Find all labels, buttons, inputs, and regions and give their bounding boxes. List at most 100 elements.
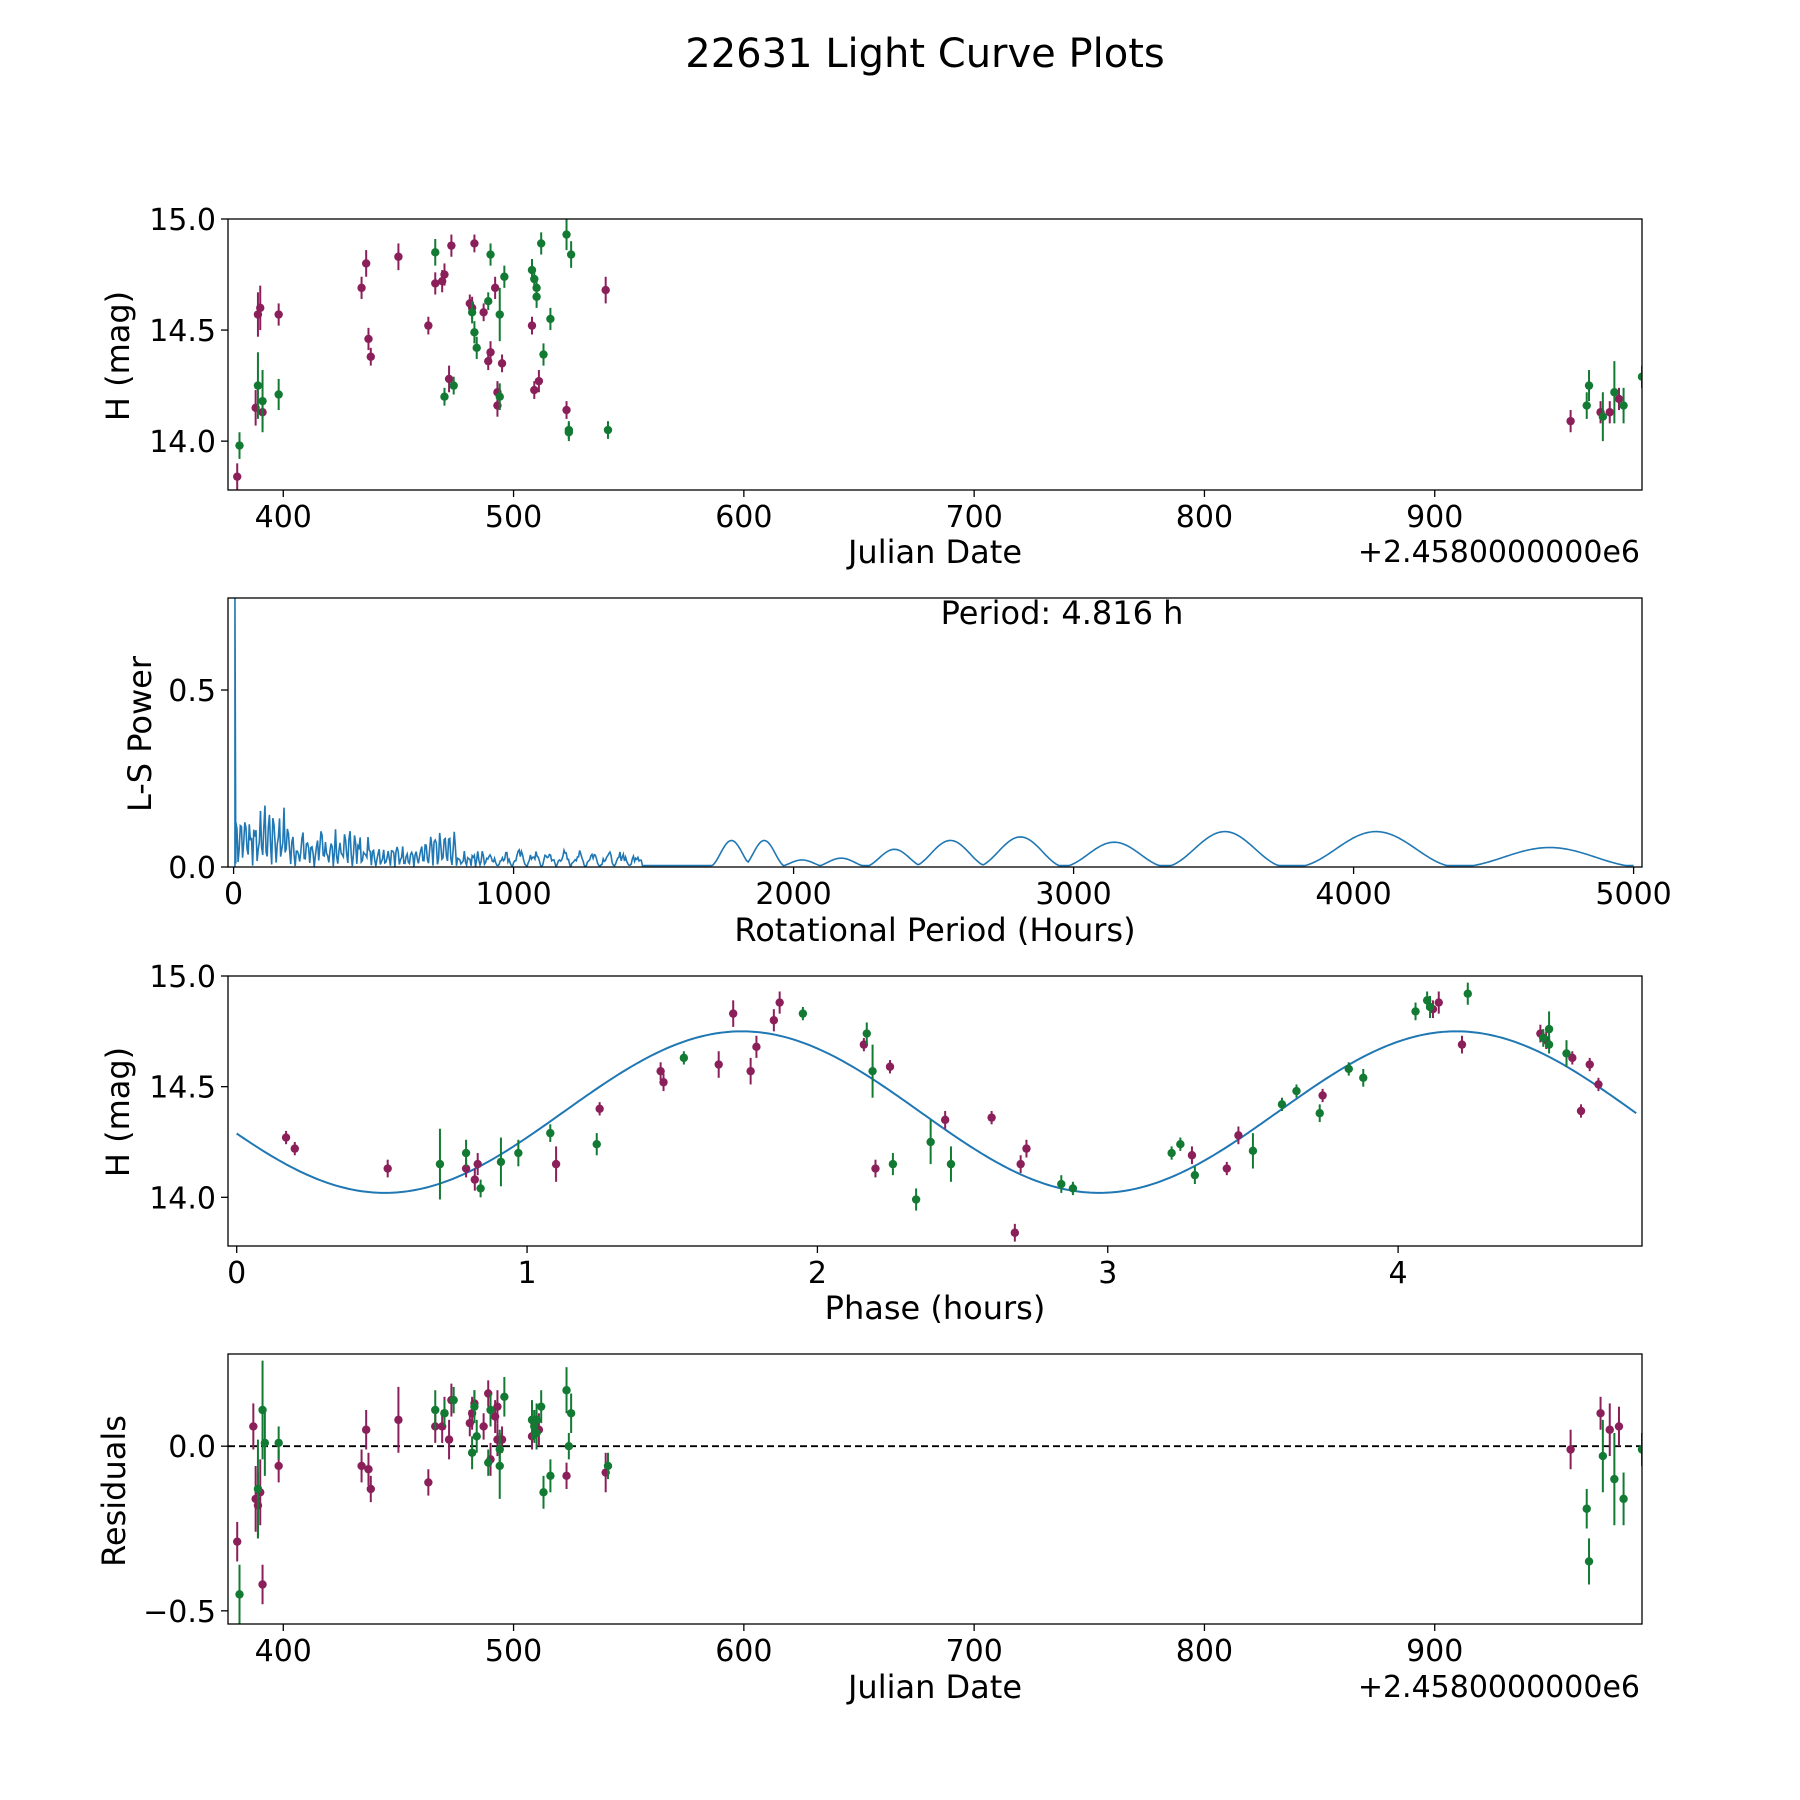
green-data-point xyxy=(1598,412,1608,421)
green-data-point xyxy=(1411,1007,1420,1016)
periodogram-y-label: L-S Power xyxy=(121,655,159,812)
green-data-point xyxy=(536,239,546,248)
green-data-point xyxy=(1359,1073,1368,1083)
magenta-data-point xyxy=(729,1009,738,1018)
green-data-point xyxy=(258,396,267,406)
green-data-point xyxy=(472,1432,481,1441)
residuals-y-label: Residuals xyxy=(95,1415,133,1567)
green-data-point xyxy=(603,425,613,435)
magenta-data-point xyxy=(479,1422,488,1431)
green-data-point xyxy=(926,1137,935,1147)
magenta-data-point xyxy=(530,385,539,395)
magenta-data-point xyxy=(366,352,375,361)
magenta-data-point xyxy=(595,1104,604,1113)
periodogram-y-tick-label: 0.0 xyxy=(168,851,216,886)
periodogram-y-tick-label: 0.5 xyxy=(168,674,216,709)
green-data-point xyxy=(1248,1146,1258,1156)
green-data-point xyxy=(1610,388,1619,397)
magenta-data-point xyxy=(256,303,265,313)
magenta-data-point xyxy=(1434,998,1443,1007)
magenta-data-point xyxy=(1614,1422,1624,1431)
residuals-x-label: Julian Date xyxy=(846,1668,1022,1706)
periodogram-x-tick-label: 4000 xyxy=(1315,877,1391,912)
periodogram-x-tick-label: 3000 xyxy=(1035,877,1111,912)
green-data-point xyxy=(798,1009,808,1018)
magenta-data-point xyxy=(493,1402,502,1411)
magenta-data-point xyxy=(1614,394,1624,404)
periodogram-x-tick-label: 1000 xyxy=(475,877,551,912)
green-data-point xyxy=(495,1461,504,1471)
residuals-plot-area xyxy=(228,1360,1642,1624)
green-data-point xyxy=(946,1159,956,1169)
periodogram-plot-area xyxy=(234,598,1634,867)
green-data-point xyxy=(495,310,504,319)
green-data-point xyxy=(449,381,458,390)
residuals-panel: Julian Date Residuals +2.4580000000e6 40… xyxy=(95,1353,1643,1706)
green-data-point xyxy=(495,392,504,401)
magenta-data-point xyxy=(885,1062,895,1071)
green-data-point xyxy=(546,1471,555,1481)
magenta-data-point xyxy=(394,252,403,261)
residuals-x-tick-label: 400 xyxy=(255,1634,312,1669)
phased-y-label: H (mag) xyxy=(99,1047,137,1177)
green-data-point xyxy=(467,308,477,317)
magenta-data-point xyxy=(1568,1053,1577,1063)
magenta-data-point xyxy=(361,1425,371,1434)
magenta-data-point xyxy=(940,1115,950,1125)
periodogram-x-tick-label: 2000 xyxy=(755,877,831,912)
magenta-data-point xyxy=(470,239,479,248)
magenta-data-point xyxy=(871,1164,880,1173)
periodogram-x-label: Rotational Period (Hours) xyxy=(734,911,1135,949)
magenta-data-point xyxy=(601,285,610,295)
residuals-y-tick-label: 0.0 xyxy=(168,1430,216,1465)
green-data-point xyxy=(496,1157,506,1167)
green-data-point xyxy=(564,428,574,437)
green-data-point xyxy=(1190,1170,1200,1180)
green-data-point xyxy=(1425,1002,1435,1012)
green-data-point xyxy=(1057,1179,1066,1189)
green-data-point xyxy=(592,1139,601,1149)
green-data-point xyxy=(1619,401,1628,410)
residuals-x-tick-label: 700 xyxy=(946,1634,1003,1669)
green-data-point xyxy=(435,1159,445,1169)
phased-y-tick-label: 14.5 xyxy=(149,1071,216,1106)
magenta-data-point xyxy=(281,1133,291,1142)
magenta-data-point xyxy=(659,1078,668,1087)
green-data-point xyxy=(1463,989,1472,998)
magenta-data-point xyxy=(366,1484,375,1494)
magenta-data-point xyxy=(714,1060,723,1069)
magenta-data-point xyxy=(1016,1159,1025,1169)
light-curve-x-tick-label: 700 xyxy=(946,500,1003,535)
phased-axes-frame xyxy=(227,975,1643,1247)
light-curve-x-tick-label: 800 xyxy=(1176,500,1233,535)
magenta-data-point xyxy=(1222,1164,1232,1173)
magenta-data-point xyxy=(497,359,507,368)
residuals-x-tick-label: 800 xyxy=(1176,1634,1233,1669)
green-data-point xyxy=(467,1448,477,1457)
green-data-point xyxy=(566,250,576,259)
green-data-point xyxy=(431,248,440,257)
green-data-point xyxy=(1562,1049,1571,1058)
green-data-point xyxy=(888,1159,898,1169)
magenta-data-point xyxy=(1566,416,1575,426)
green-data-point xyxy=(514,1148,523,1158)
green-data-point xyxy=(536,1402,546,1411)
green-data-point xyxy=(1344,1064,1353,1074)
phased-x-label: Phase (hours) xyxy=(825,1289,1046,1327)
light-curve-y-tick-label: 14.5 xyxy=(149,314,216,349)
green-data-point xyxy=(562,230,571,239)
light-curve-panel: Julian Date H (mag) +2.4580000000e6 400 5… xyxy=(99,203,1643,571)
green-data-point xyxy=(235,1590,244,1599)
phased-y-tick-label: 15.0 xyxy=(149,960,216,995)
green-data-point xyxy=(1584,1557,1594,1566)
periodogram-x-tick-label: 5000 xyxy=(1595,877,1671,912)
green-data-point xyxy=(472,343,481,353)
green-data-point xyxy=(486,1405,495,1415)
magenta-data-point xyxy=(424,321,433,330)
green-data-point xyxy=(1584,381,1594,390)
magenta-data-point xyxy=(364,1465,373,1474)
green-data-point xyxy=(1176,1139,1185,1149)
green-data-point xyxy=(470,328,479,337)
magenta-data-point xyxy=(447,241,456,250)
light-curve-offset-text: +2.4580000000e6 xyxy=(1358,535,1640,570)
